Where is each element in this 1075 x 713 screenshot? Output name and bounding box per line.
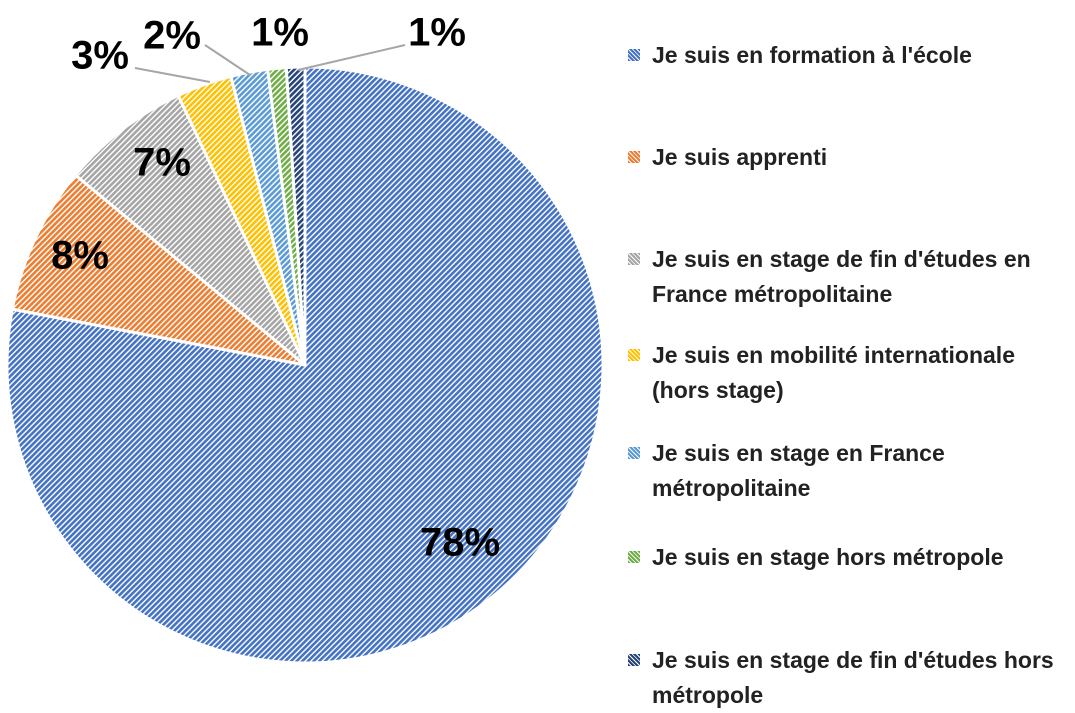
data-label: 2% [143, 14, 201, 58]
pie-slice [284, 65, 307, 366]
legend-swatch [628, 447, 640, 459]
leader-line [134, 67, 211, 83]
legend-label: Je suis en mobilité internationale (hors… [652, 342, 1015, 403]
leader-line [297, 44, 406, 71]
legend-item: Je suis en stage de fin d'études en Fran… [628, 242, 1068, 312]
data-label: 3% [71, 34, 129, 78]
data-label: 8% [51, 234, 109, 278]
legend-item: Je suis en stage hors métropole [628, 540, 1068, 575]
legend-swatch [628, 654, 640, 666]
legend-item: Je suis en stage en France métropolitain… [628, 436, 1068, 506]
legend-item: Je suis apprenti [628, 140, 1068, 175]
leader-line [204, 44, 251, 76]
legend-swatch [628, 349, 640, 361]
legend-label: Je suis en stage en France métropolitain… [652, 440, 945, 501]
legend-item: Je suis en formation à l'école [628, 38, 1068, 73]
pie-slice [73, 93, 307, 367]
legend-label: Je suis en stage de fin d'études en Fran… [652, 246, 1031, 307]
legend-label: Je suis en formation à l'école [652, 42, 972, 68]
legend-swatch [628, 151, 640, 163]
chart: 78% 8% 7% 3% 2% 1% 1% [5, 11, 605, 665]
legend-swatch [628, 49, 640, 61]
legend-item: Je suis en mobilité internationale (hors… [628, 338, 1068, 408]
data-label: 78% [420, 521, 500, 565]
legend-label: Je suis en stage de fin d'études hors mé… [652, 647, 1054, 708]
legend-swatch [628, 253, 640, 265]
legend-item: Je suis en stage de fin d'études hors mé… [628, 643, 1068, 713]
legend-label: Je suis apprenti [652, 144, 828, 170]
legend-swatch [628, 551, 640, 563]
data-label: 7% [133, 141, 191, 185]
data-label: 1% [408, 11, 466, 55]
pie-slice [10, 172, 306, 367]
pie-slice [5, 65, 605, 665]
data-label: 1% [251, 11, 309, 55]
legend-label: Je suis en stage hors métropole [652, 544, 1004, 570]
